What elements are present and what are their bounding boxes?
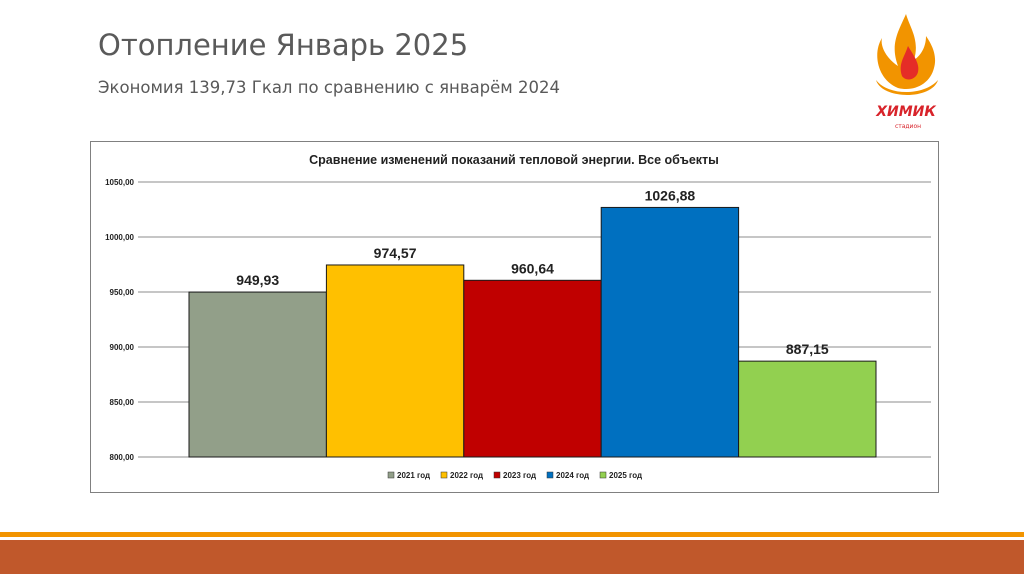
- legend-swatch: [387, 471, 395, 479]
- y-tick-label: 800,00: [110, 453, 135, 462]
- data-label: 960,64: [511, 260, 554, 276]
- logo-subtext: стадион: [895, 123, 921, 130]
- chart-frame: Сравнение изменений показаний тепловой э…: [90, 141, 939, 493]
- legend-swatch: [599, 471, 607, 479]
- footer-accent-line: [0, 532, 1024, 537]
- legend-label: 2022 год: [450, 471, 483, 480]
- slide-title: Отопление Январь 2025: [98, 28, 469, 62]
- data-label: 974,57: [374, 245, 417, 261]
- y-tick-label: 1000,00: [105, 233, 134, 242]
- footer-band: [0, 540, 1024, 574]
- bar-4: [600, 206, 740, 458]
- legend-swatch: [546, 471, 554, 479]
- legend-label: 2025 год: [609, 471, 642, 480]
- stadium-logo: ХИМИК стадион: [875, 14, 938, 130]
- data-label: 887,15: [786, 341, 829, 357]
- bar-5: [738, 360, 877, 458]
- data-label: 1026,88: [645, 187, 696, 203]
- y-tick-label: 1050,00: [105, 178, 134, 187]
- y-tick-label: 950,00: [110, 288, 135, 297]
- y-tick-label: 900,00: [110, 343, 135, 352]
- bar-2: [325, 264, 465, 458]
- chart-title: Сравнение изменений показаний тепловой э…: [309, 153, 719, 167]
- legend-label: 2021 год: [397, 471, 430, 480]
- flame-icon: [876, 14, 938, 95]
- slide-subtitle: Экономия 139,73 Гкал по сравнению с янва…: [98, 78, 560, 97]
- y-tick-label: 850,00: [110, 398, 135, 407]
- bar-1: [188, 291, 327, 458]
- legend-label: 2023 год: [503, 471, 536, 480]
- legend-swatch: [440, 471, 448, 479]
- legend-label: 2024 год: [556, 471, 589, 480]
- data-label: 949,93: [236, 272, 279, 288]
- bar-chart: Сравнение изменений показаний тепловой э…: [105, 153, 931, 480]
- logo-text: ХИМИК: [875, 104, 936, 120]
- bar-3: [463, 279, 602, 458]
- legend-swatch: [493, 471, 501, 479]
